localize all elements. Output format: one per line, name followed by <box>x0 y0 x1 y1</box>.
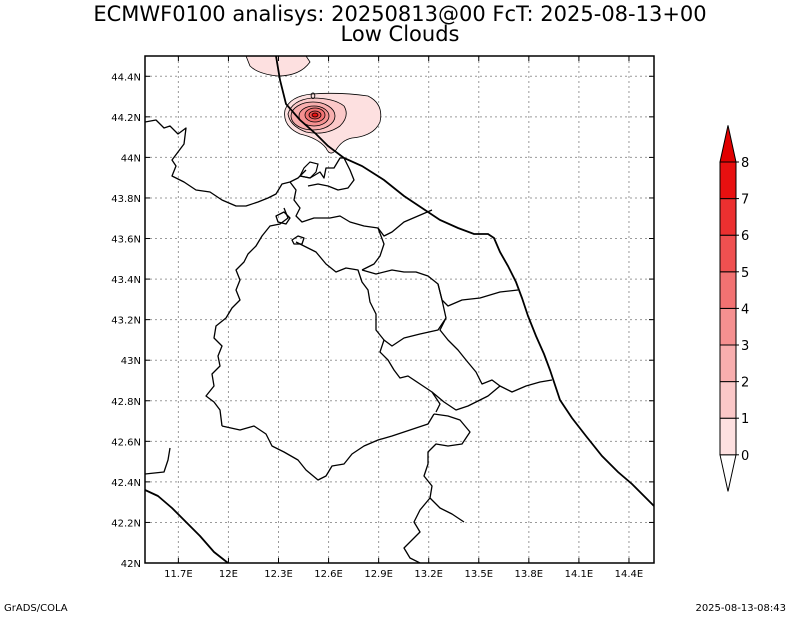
border-province-mc-fm <box>439 317 553 393</box>
lat-tick-label: 43N <box>121 356 141 367</box>
lat-tick-label: 44.2N <box>111 113 141 124</box>
border-marche-west <box>289 181 433 237</box>
axis-labels: 11.7E 12E 12.3E 12.6E 12.9E 13.2E 13.5E 13.8E 14… <box>111 72 643 580</box>
colorbar-box <box>719 198 737 236</box>
coast-detail <box>299 161 319 179</box>
lat-tick-label: 42.8N <box>111 397 141 408</box>
coastline <box>275 56 654 507</box>
colorbar-box <box>719 344 737 383</box>
border-province-pu-an <box>361 227 385 271</box>
border-province-an-mc <box>361 269 519 307</box>
border-lazio-tuscany <box>145 447 171 475</box>
lat-tick-label: 44N <box>121 153 141 164</box>
map-subtitle: Low Clouds <box>340 22 460 46</box>
lat-tick-label: 43.2N <box>111 316 141 327</box>
border-sanmarino <box>299 157 355 191</box>
footer-credit: GrADS/COLA <box>4 603 68 614</box>
border-umbria-tuscany <box>205 207 289 427</box>
lat-tick-label: 43.8N <box>111 194 141 205</box>
coastline-tyrrhenian <box>145 489 229 563</box>
colorbar-box <box>719 381 737 419</box>
border-province-mc-interior <box>383 283 447 347</box>
colorbar-label: 8 <box>741 156 749 171</box>
lon-tick-label: 13.8E <box>515 569 544 580</box>
lat-tick-label: 42.2N <box>111 518 141 529</box>
colorbar-box <box>719 417 737 456</box>
lat-tick-label: 43.4N <box>111 275 141 286</box>
lon-tick-label: 12.6E <box>314 569 343 580</box>
colorbar-lower-triangle <box>719 454 737 492</box>
colorbar-box <box>719 161 737 200</box>
colorbar-box <box>719 271 737 309</box>
map-area: 0 <box>145 56 654 563</box>
border-small-north <box>275 211 291 225</box>
border-er-tuscany <box>145 119 307 207</box>
gridlines <box>145 56 654 563</box>
lon-tick-label: 12.3E <box>264 569 293 580</box>
contour-label: 0 <box>310 92 316 102</box>
colorbar: 0 1 2 3 4 5 6 7 8 <box>719 125 749 492</box>
colorbar-box <box>719 307 737 346</box>
map-title: ECMWF0100 analisys: 20250813@00 FcT: 202… <box>93 2 707 26</box>
lat-tick-label: 44.4N <box>111 72 141 83</box>
lon-tick-label: 14.1E <box>565 569 594 580</box>
colorbar-label: 0 <box>741 449 749 464</box>
colorbar-label: 1 <box>741 412 749 427</box>
axis-ticks <box>145 56 654 564</box>
cloud-region-level-7 <box>311 112 319 118</box>
colorbar-label: 4 <box>741 302 749 317</box>
lon-tick-label: 12.9E <box>364 569 393 580</box>
regional-borders <box>145 119 553 563</box>
footer-timestamp: 2025-08-13-08:43 <box>695 603 786 614</box>
colorbar-box <box>719 234 737 273</box>
border-marche-abruzzo <box>423 413 471 523</box>
lon-tick-label: 13.2E <box>414 569 443 580</box>
lat-tick-label: 43.6N <box>111 235 141 246</box>
colorbar-label: 6 <box>741 229 749 244</box>
lon-tick-label: 12E <box>219 569 238 580</box>
colorbar-upper-triangle <box>719 125 737 163</box>
lat-tick-label: 42.4N <box>111 478 141 489</box>
lat-tick-label: 42N <box>121 559 141 570</box>
border-umbria-marche <box>295 241 441 413</box>
lon-tick-label: 11.7E <box>164 569 193 580</box>
border-province-ap <box>431 385 501 411</box>
lat-tick-label: 42.6N <box>111 437 141 448</box>
plot-frame <box>144 55 655 564</box>
border-lazio-abruzzo <box>403 497 431 563</box>
colorbar-label: 2 <box>741 376 749 391</box>
lon-tick-label: 14.4E <box>615 569 644 580</box>
colorbar-label: 7 <box>741 193 749 208</box>
colorbar-label: 3 <box>741 339 749 354</box>
colorbar-label: 5 <box>741 266 749 281</box>
border-umbria-lazio <box>221 413 435 481</box>
lake-trasimeno <box>291 235 305 245</box>
lon-tick-label: 13.5E <box>464 569 493 580</box>
cloud-field: 0 <box>245 56 382 154</box>
